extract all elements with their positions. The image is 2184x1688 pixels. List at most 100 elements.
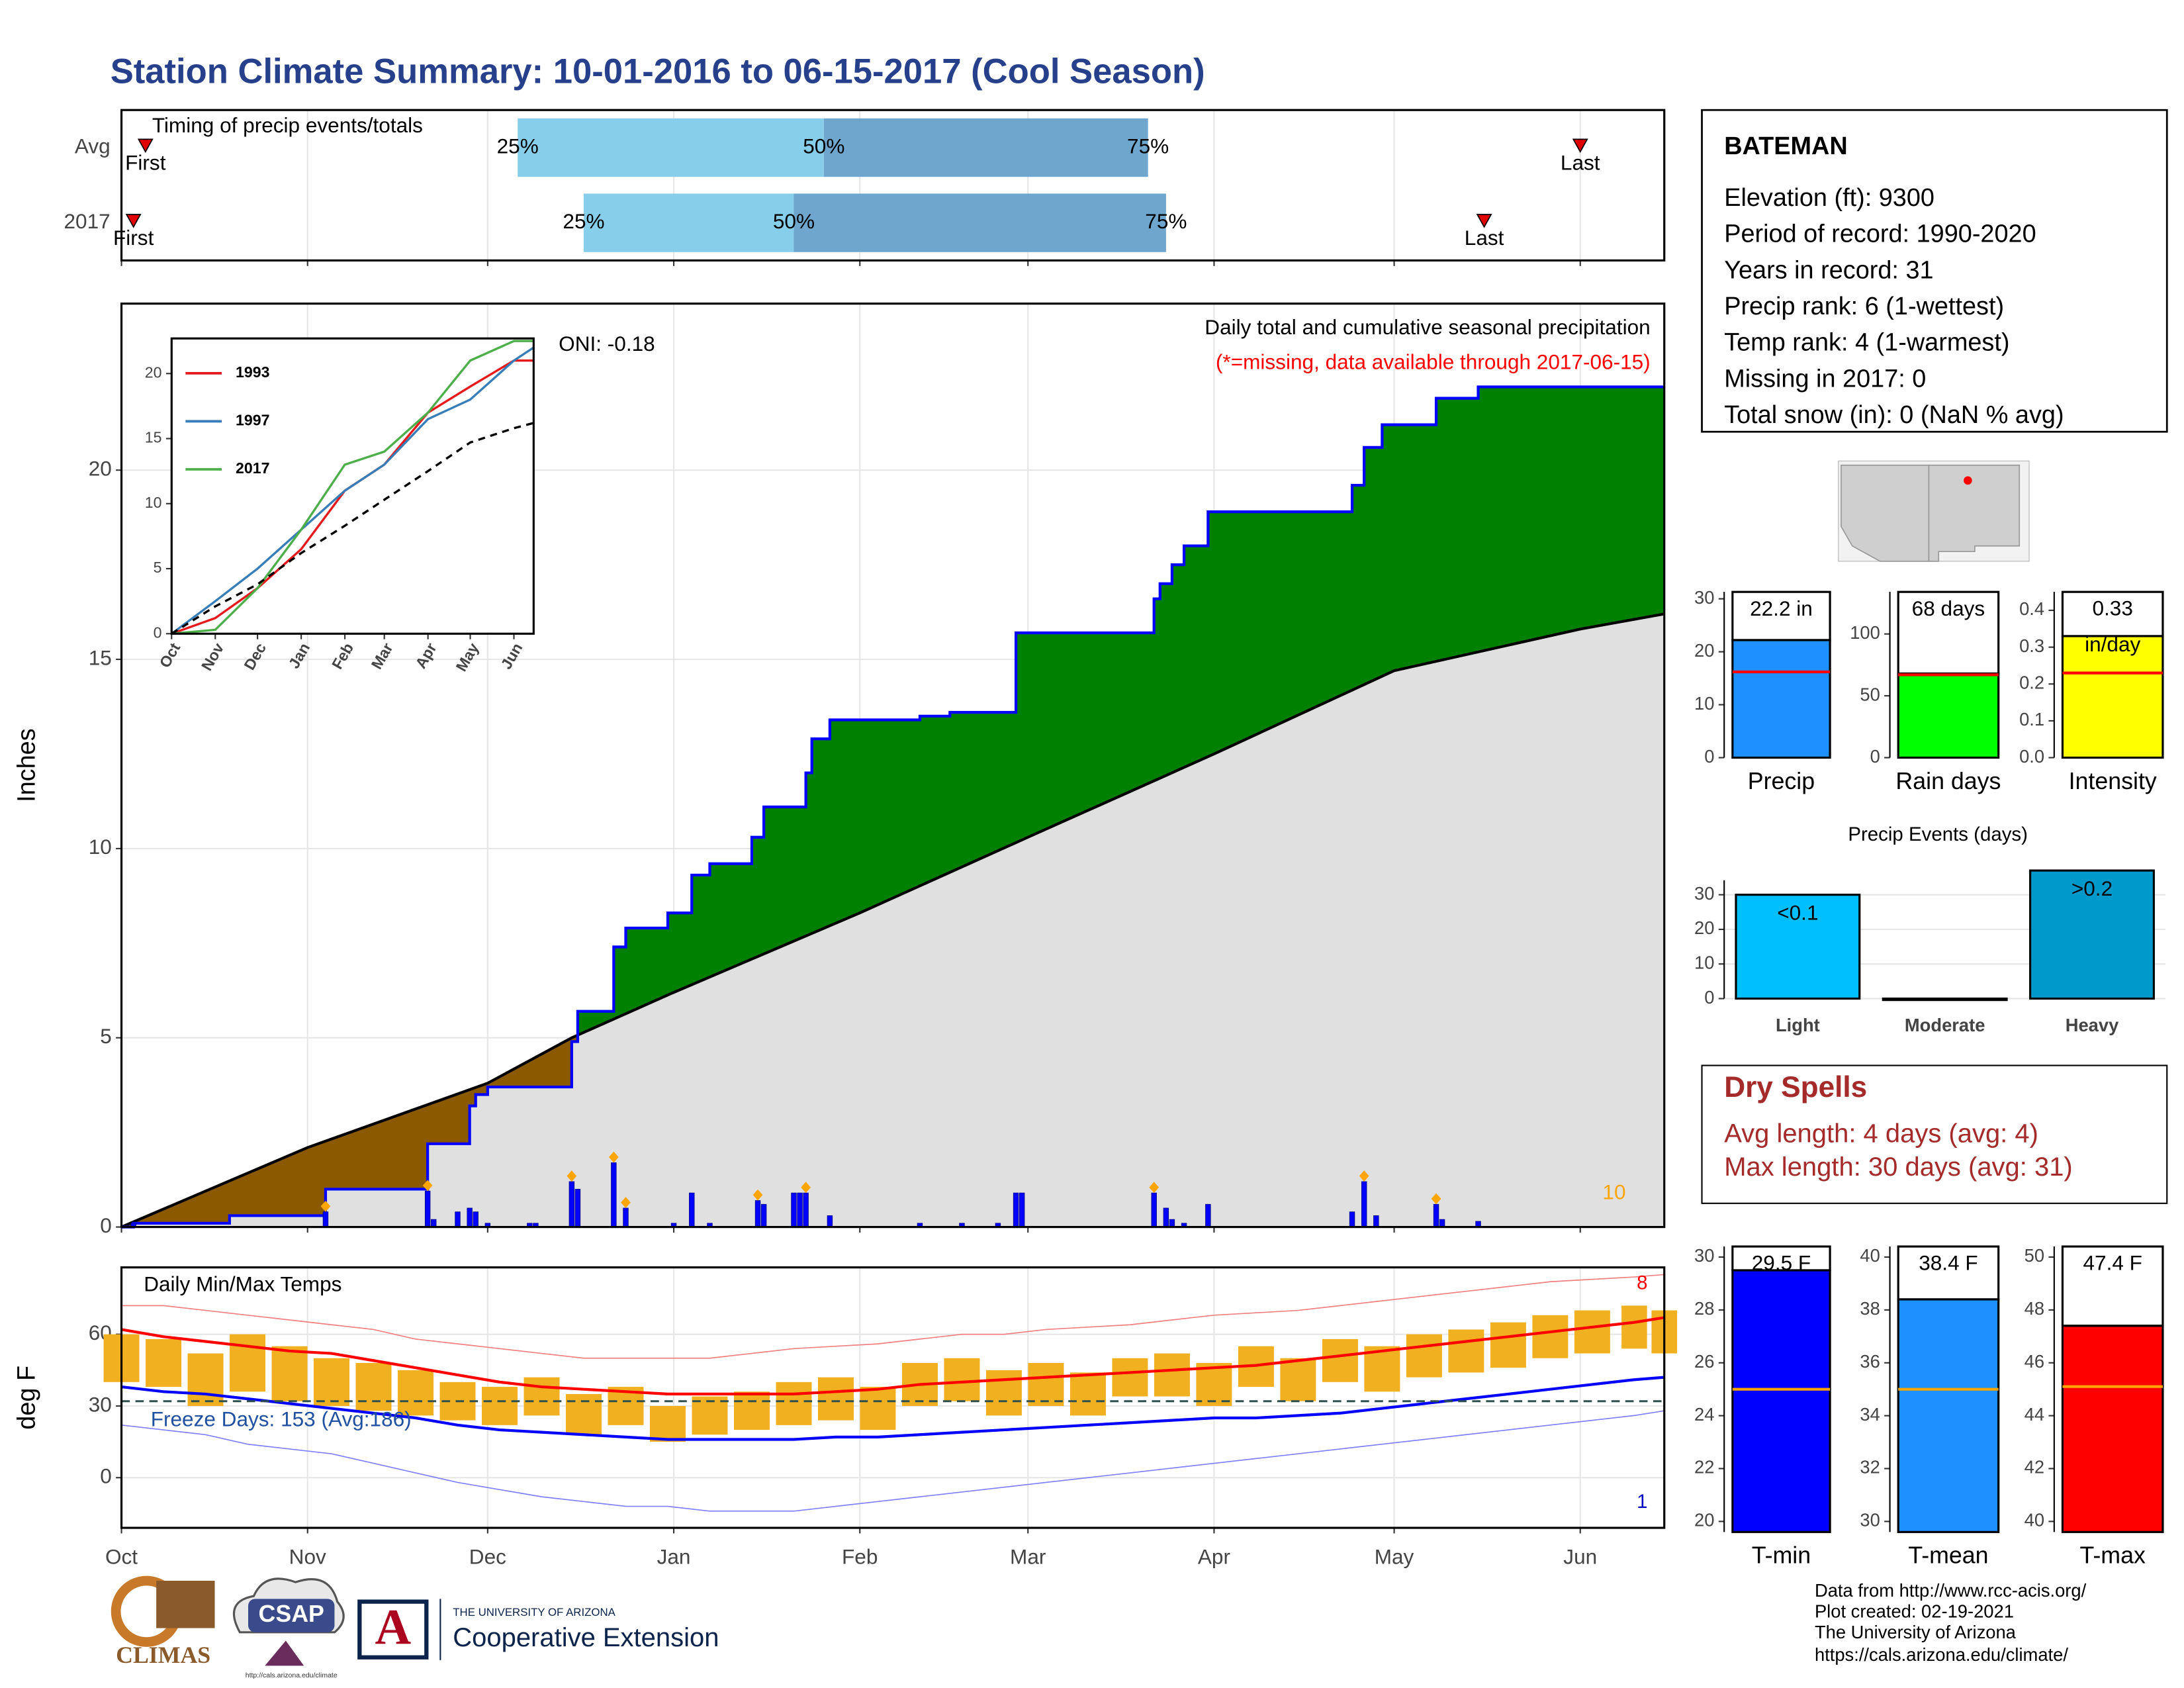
temp-range-bar bbox=[1196, 1362, 1232, 1406]
y-tick-label: 0 bbox=[1704, 987, 1714, 1008]
daily-precip-bar bbox=[467, 1207, 473, 1228]
csap-url: http://cals.arizona.edu/climate bbox=[246, 1671, 338, 1679]
daily-precip-bar bbox=[424, 1190, 431, 1228]
temp-line bbox=[121, 1410, 1664, 1512]
top-event-marker bbox=[621, 1197, 631, 1209]
x-category-label: Precip bbox=[1748, 768, 1815, 794]
event-marker bbox=[137, 138, 154, 154]
y-tick-label: 40 bbox=[2025, 1510, 2044, 1530]
daily-precip-bar bbox=[1205, 1203, 1211, 1228]
freeze-days-annotation: Freeze Days: 153 (Avg:186) bbox=[151, 1407, 412, 1431]
x-tick-label: Nov bbox=[289, 1545, 326, 1569]
temp-range-bar bbox=[1112, 1358, 1148, 1397]
temp-range-bar bbox=[146, 1338, 182, 1387]
y-tick-label: 30 bbox=[1860, 1510, 1880, 1530]
x-category-label: T-mean bbox=[1908, 1542, 1988, 1569]
y-tick-label: 10 bbox=[145, 494, 162, 511]
y-tick-label: 36 bbox=[1860, 1351, 1880, 1372]
csap-banner bbox=[248, 1599, 335, 1632]
event-marker-label: Last bbox=[1465, 226, 1504, 250]
value-label: 22.2 in bbox=[1750, 596, 1813, 620]
bar bbox=[1731, 639, 1831, 759]
plot-border bbox=[120, 303, 1666, 1229]
event-marker-label: First bbox=[125, 151, 166, 175]
x-category-label: T-min bbox=[1752, 1542, 1811, 1569]
bar bbox=[2061, 635, 2164, 759]
chart-title: Daily total and cumulative seasonal prec… bbox=[1205, 315, 1650, 339]
bar bbox=[1882, 997, 2008, 1002]
temp-range-bar bbox=[1322, 1338, 1358, 1382]
y-tick-label: 100 bbox=[1850, 622, 1880, 643]
x-tick-label: Feb bbox=[842, 1545, 878, 1569]
y-tick-label: 0.0 bbox=[2019, 746, 2044, 767]
value-label-box bbox=[2061, 590, 2164, 637]
temp-range-bar bbox=[1154, 1353, 1190, 1397]
station-frame bbox=[1701, 109, 2168, 433]
y-tick-label: 10 bbox=[1694, 952, 1714, 972]
daily-precip-bar bbox=[569, 1181, 575, 1228]
daily-precip-bar bbox=[431, 1219, 437, 1228]
daily-precip-bar bbox=[1373, 1215, 1379, 1228]
daily-precip-bar bbox=[1163, 1207, 1169, 1228]
ua-name: THE UNIVERSITY OF ARIZONA bbox=[453, 1606, 615, 1618]
top-event-marker bbox=[801, 1182, 811, 1194]
quartile-label: 50% bbox=[803, 134, 844, 158]
daily-precip-bar bbox=[611, 1162, 617, 1228]
y-tick-label: 34 bbox=[1860, 1404, 1880, 1425]
y-tick-label: 0.1 bbox=[2019, 709, 2044, 729]
temp-range-bar bbox=[314, 1358, 350, 1406]
y-tick-label: 0.3 bbox=[2019, 635, 2044, 656]
footer-line: The University of Arizona bbox=[1815, 1622, 2017, 1642]
y-tick-label: 46 bbox=[2025, 1351, 2044, 1372]
temp-range-bar bbox=[566, 1393, 602, 1435]
bar bbox=[2029, 869, 2155, 1000]
temp-range-bar bbox=[692, 1396, 728, 1435]
x-tick-label: Mar bbox=[1010, 1545, 1046, 1569]
y-tick-label: 26 bbox=[1694, 1351, 1714, 1372]
y-tick-label: 40 bbox=[1860, 1245, 1880, 1266]
y-tick-label: 20 bbox=[145, 363, 162, 381]
daily-precip-bar bbox=[791, 1192, 797, 1228]
top-event-marker bbox=[567, 1170, 577, 1182]
event-marker bbox=[125, 214, 142, 228]
chart-subtitle: (*=missing, data available through 2017-… bbox=[1216, 350, 1651, 373]
temp-range-bar bbox=[1448, 1329, 1484, 1373]
value-label: 0.33 in/day bbox=[2085, 596, 2140, 657]
temp-range-bar bbox=[1406, 1334, 1442, 1378]
temp-range-bar bbox=[1532, 1315, 1569, 1358]
daily-precip-bar bbox=[322, 1211, 329, 1228]
locator-map bbox=[1838, 460, 2030, 562]
x-category-label: T-max bbox=[2080, 1542, 2146, 1569]
timing-title: Timing of precip events/totals bbox=[152, 113, 423, 137]
value-label: 68 days bbox=[1912, 596, 1985, 620]
y-axis-label: Inches bbox=[13, 728, 41, 802]
top-event-marker bbox=[1359, 1170, 1369, 1182]
y-tick-label: 30 bbox=[89, 1392, 112, 1416]
legend-label: 1997 bbox=[236, 412, 269, 429]
y-tick-label: 24 bbox=[1694, 1404, 1714, 1425]
temp-line bbox=[121, 1376, 1664, 1441]
y-tick-label: 10 bbox=[89, 835, 112, 859]
footer-line: https://cals.arizona.edu/climate/ bbox=[1815, 1644, 2068, 1665]
bar bbox=[1731, 1269, 1831, 1533]
temp-line bbox=[121, 1316, 1665, 1396]
temp-range-bar bbox=[985, 1370, 1022, 1416]
daily-precip-bar bbox=[1169, 1219, 1175, 1228]
x-category-label: Rain days bbox=[1895, 768, 2001, 794]
value-label-box bbox=[1897, 590, 2000, 675]
station-name: BATEMAN bbox=[1724, 132, 1847, 160]
y-tick-label: 0 bbox=[1870, 746, 1880, 767]
quartile-label: 75% bbox=[1145, 209, 1187, 233]
logos: CLIMAS CSAP http://cals.arizona.edu/clim… bbox=[111, 1575, 719, 1679]
footer-line: Plot created: 02-19-2021 bbox=[1815, 1601, 2014, 1622]
x-category-label: Light bbox=[1776, 1015, 1820, 1035]
y-category-label: 2017 bbox=[64, 209, 111, 233]
y-tick-label: 0.4 bbox=[2019, 598, 2044, 619]
cumulative-line bbox=[171, 340, 534, 635]
temp-range-bar bbox=[817, 1377, 854, 1421]
x-category-label: Heavy bbox=[2066, 1015, 2119, 1035]
y-tick-label: 0 bbox=[100, 1464, 112, 1488]
quartile-label: 50% bbox=[773, 209, 815, 233]
chart-title: Daily Min/Max Temps bbox=[144, 1272, 341, 1295]
value-label: 29.5 F bbox=[1752, 1251, 1811, 1275]
